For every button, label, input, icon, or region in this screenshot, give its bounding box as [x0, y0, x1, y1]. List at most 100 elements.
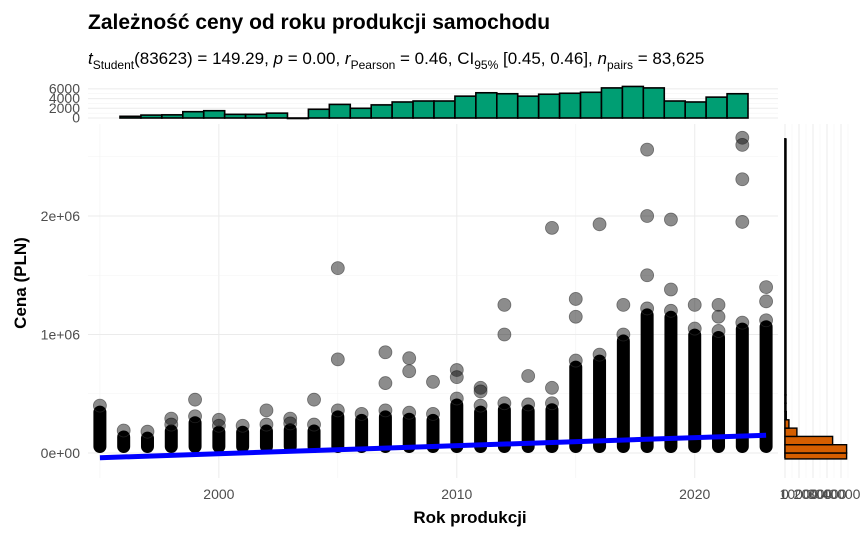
top-histogram-bar: [391, 101, 414, 119]
data-point-outlier: [759, 280, 774, 295]
data-point-outlier: [449, 370, 464, 385]
data-point: [164, 417, 179, 432]
data-point-outlier: [687, 297, 702, 312]
point-column-2014: [545, 403, 559, 453]
top-histogram-bar: [663, 100, 686, 119]
point-column-2001: [236, 425, 250, 453]
data-point-outlier: [497, 327, 512, 342]
data-point: [235, 418, 250, 433]
data-point: [616, 327, 631, 342]
data-point: [497, 396, 512, 411]
data-point: [735, 315, 750, 330]
data-point: [664, 303, 678, 318]
y-tick-label: 0e+00: [41, 445, 81, 461]
data-point-outlier: [378, 376, 393, 390]
data-point-outlier: [521, 369, 536, 383]
right-hist-tick-label: 30000: [808, 486, 847, 502]
point-column-2017: [616, 334, 630, 453]
data-point-outlier: [449, 363, 464, 377]
top-histogram-bar: [307, 108, 331, 119]
top-histogram-bar: [684, 101, 707, 119]
data-point-outlier: [211, 412, 226, 427]
top-histogram-bar: [370, 104, 393, 119]
top-histogram-bar: [642, 87, 666, 119]
point-column-2009: [426, 413, 440, 453]
right-histogram-bar: [784, 452, 848, 460]
data-point-outlier: [188, 392, 202, 407]
data-point: [687, 321, 702, 336]
point-column-2002: [259, 424, 273, 453]
data-point: [473, 398, 488, 413]
x-tick-label: 2020: [679, 486, 710, 502]
point-column-1995: [93, 405, 107, 453]
top-histogram-bar: [495, 92, 519, 119]
data-point: [449, 391, 464, 406]
point-column-2006: [355, 413, 369, 453]
point-column-2015: [569, 360, 583, 453]
top-histogram-bar: [600, 87, 624, 119]
top-histogram-bar: [265, 112, 289, 119]
point-column-2020: [688, 328, 702, 453]
data-point-outlier: [735, 172, 750, 187]
top-hist-tick-label: 6000: [49, 80, 80, 96]
data-point: [545, 396, 559, 411]
right-histogram-bar: [784, 444, 848, 454]
data-point-outlier: [307, 392, 321, 407]
data-point-outlier: [402, 351, 417, 366]
point-column-2007: [378, 410, 392, 453]
data-point: [402, 405, 417, 420]
regression-line: [99, 432, 767, 461]
right-histogram-bar: [784, 435, 834, 446]
data-point: [283, 416, 298, 431]
data-point-outlier: [735, 215, 750, 229]
point-column-2018: [640, 308, 654, 453]
y-tick-label: 1e+06: [41, 327, 81, 343]
data-point: [592, 347, 607, 362]
point-column-2010: [450, 398, 464, 453]
top-histogram-bar: [412, 100, 435, 119]
point-column-1999: [188, 416, 202, 453]
data-point: [188, 409, 202, 424]
data-point: [259, 417, 274, 432]
right-histogram-bar: [784, 394, 787, 404]
data-point: [521, 397, 536, 412]
data-point: [354, 406, 369, 421]
data-point: [711, 324, 726, 338]
right-histogram-bar: [784, 410, 787, 421]
data-point-outlier: [378, 345, 393, 360]
data-point: [307, 417, 321, 432]
data-point: [759, 313, 774, 328]
top-histogram-bar: [726, 92, 749, 119]
point-column-2022: [735, 322, 749, 453]
chart-title: Zależność ceny od roku produkcji samocho…: [88, 11, 550, 34]
x-axis-title: Rok produkcji: [413, 508, 526, 527]
data-point: [211, 418, 226, 433]
top-histogram-bar: [537, 93, 561, 119]
data-point-outlier: [259, 403, 274, 418]
right-histogram-bar: [784, 427, 798, 438]
data-point-outlier: [711, 309, 726, 324]
point-column-2004: [307, 424, 321, 453]
data-point-outlier: [473, 384, 488, 399]
top-hist-tick-label: 0: [72, 110, 80, 126]
data-point-outlier: [164, 411, 179, 426]
point-column-2011: [474, 405, 488, 453]
top-histogram-bar: [202, 109, 226, 119]
data-point-outlier: [402, 364, 417, 379]
top-histogram-bar: [516, 95, 540, 119]
point-column-2021: [712, 330, 726, 453]
data-point-outlier: [664, 212, 678, 227]
top-histogram-bar: [182, 110, 205, 119]
data-point-outlier: [640, 209, 655, 223]
x-tick-label: 2000: [203, 486, 234, 502]
point-column-2003: [283, 423, 297, 453]
top-hist-tick-label: 2000: [49, 100, 80, 116]
data-point-outlier: [616, 297, 631, 312]
data-point-outlier: [592, 217, 607, 232]
data-point-outlier: [473, 380, 488, 395]
data-point-outlier: [568, 309, 583, 324]
data-point: [140, 424, 155, 439]
data-point-outlier: [568, 292, 583, 306]
top-histogram-bar: [433, 100, 456, 119]
